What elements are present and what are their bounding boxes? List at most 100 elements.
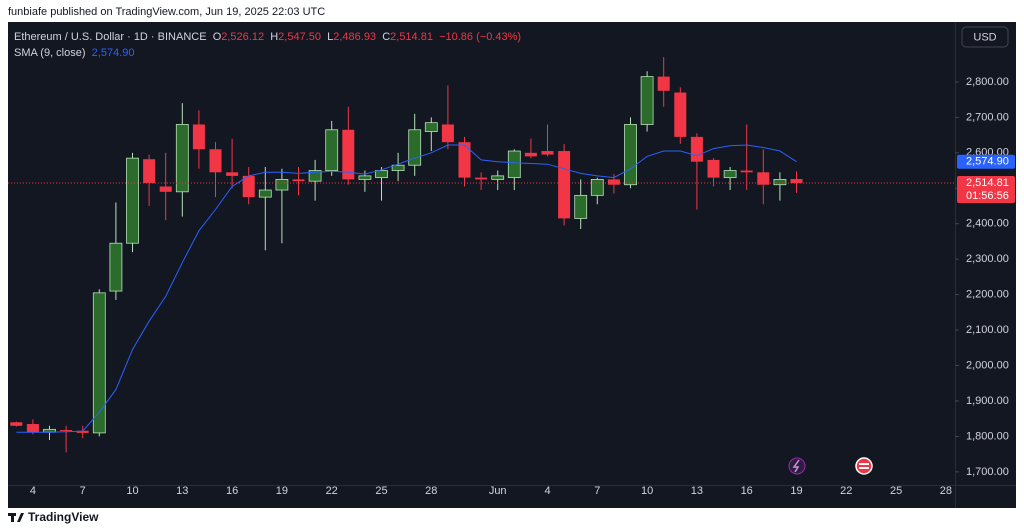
candle-body [690, 136, 703, 162]
candle-body [258, 189, 272, 198]
ohlc-value: 2,514.81 [390, 31, 433, 43]
candle-body [740, 170, 753, 173]
x-tick-label: 16 [226, 485, 238, 497]
ohlc-key: C [382, 31, 391, 43]
candle-body [640, 76, 654, 125]
candle-body [723, 170, 737, 179]
candle-body [175, 124, 189, 193]
y-tick-label: 2,100.00 [966, 324, 1009, 336]
chart-background [8, 22, 1016, 508]
candle-body [558, 151, 571, 219]
x-tick-label: 13 [176, 485, 188, 497]
x-tick-label: 22 [840, 485, 852, 497]
x-tick-label: 10 [126, 485, 138, 497]
candle-body [92, 292, 106, 434]
y-tick-label: 1,800.00 [966, 430, 1009, 442]
candle-body [60, 430, 73, 432]
flag-stripe [859, 463, 869, 465]
currency-button[interactable] [961, 26, 1009, 48]
x-tick-label: 10 [641, 485, 653, 497]
attribution: funbiafe published on TradingView.com, J… [8, 6, 325, 18]
candle-body [209, 149, 222, 173]
candle-body [375, 170, 388, 179]
y-tick-label: 1,700.00 [966, 466, 1009, 478]
ohlc-key: O [212, 31, 222, 43]
icon-circle[interactable] [855, 457, 873, 475]
candle-body [475, 177, 488, 180]
candle-body [192, 124, 205, 150]
currency-label[interactable]: USD [973, 31, 996, 43]
candle-body [325, 129, 339, 171]
ohlc-value: 2,547.50 [278, 31, 321, 43]
candle-body [358, 175, 372, 180]
ohlc-key: H [270, 31, 279, 43]
ohlc-value: 2,486.93 [333, 31, 377, 43]
x-tick-label: 28 [425, 485, 437, 497]
candle-body [790, 179, 803, 184]
symbol: Ethereum / U.S. Dollar · 1D · BINANCE [14, 31, 207, 43]
y-tick-label: 2,800.00 [966, 76, 1009, 88]
candle-body [391, 164, 405, 171]
candle-body [159, 186, 172, 192]
logo-part [17, 513, 24, 522]
x-tick-label: 25 [890, 485, 902, 497]
footer-brand: TradingView [28, 510, 99, 524]
candle-body [657, 76, 670, 91]
candle-body [26, 424, 39, 433]
candle-body [342, 129, 355, 180]
x-tick-label: Jun [489, 485, 507, 497]
flag-stripe [859, 467, 869, 469]
candle-body [408, 129, 422, 166]
candle-body [574, 194, 588, 219]
candle-body [76, 430, 89, 433]
icon-circle[interactable] [788, 457, 806, 475]
y-tick-label: 2,400.00 [966, 218, 1009, 230]
candle-body [308, 170, 322, 182]
candle-body [109, 242, 123, 292]
candle-body [757, 172, 770, 185]
x-tick-label: 16 [741, 485, 753, 497]
candle-body [226, 172, 239, 176]
flag-icon[interactable] [855, 457, 873, 475]
x-tick-label: 4 [544, 485, 550, 497]
sma-price-tag [957, 154, 1015, 169]
ohlc-value: 2,526.12 [221, 31, 265, 43]
legend: Ethereum / U.S. Dollar · 1D · BINANCE O2… [14, 29, 521, 61]
candle-body [10, 422, 23, 426]
candle-body [674, 92, 687, 137]
y-tick-label: 2,700.00 [966, 111, 1009, 123]
x-tick-label: 7 [80, 485, 86, 497]
candle-body [541, 151, 554, 155]
x-tick-label: 7 [594, 485, 600, 497]
candle-body [292, 179, 305, 182]
candle-body [143, 159, 156, 183]
indicator-name: SMA (9, close) [14, 47, 86, 59]
countdown: 01:56:56 [966, 190, 1009, 202]
candle-body [590, 179, 604, 196]
candle-body [458, 142, 471, 178]
candle-body [707, 159, 720, 178]
y-tick-label: 2,300.00 [966, 253, 1009, 265]
x-tick-label: 22 [326, 485, 338, 497]
candle-body [524, 152, 537, 157]
candle-body [491, 175, 505, 180]
indicator-value: 2,574.90 [91, 47, 135, 59]
y-tick-label: 1,900.00 [966, 395, 1009, 407]
footer-logo [8, 513, 24, 522]
x-tick-label: 13 [691, 485, 703, 497]
x-tick-label: 4 [30, 485, 36, 497]
x-tick-label: 28 [940, 485, 952, 497]
y-tick-label: 2,200.00 [966, 289, 1009, 301]
legend-row: SMA (9, close) 2,574.90 [14, 45, 521, 61]
last-price-tag [957, 176, 1015, 204]
icon-bolt [792, 459, 800, 473]
candle-body [441, 124, 454, 143]
event-icon[interactable] [788, 457, 806, 475]
candle-body [773, 179, 787, 186]
ohlc-key: L [327, 31, 334, 43]
candle-body [275, 179, 289, 191]
sma-line [16, 144, 797, 433]
candle-body [624, 124, 637, 186]
